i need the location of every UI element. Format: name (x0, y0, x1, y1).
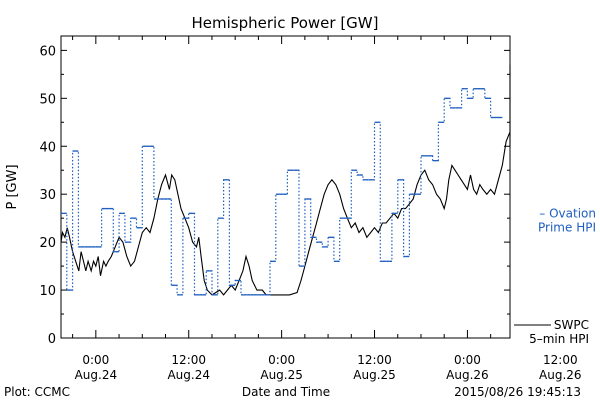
swpc-hpi-line (60, 64, 511, 296)
y-tick-label: 60 (39, 44, 56, 59)
y-axis: 0 10 20 30 40 50 60 (39, 44, 510, 347)
plot-frame (60, 35, 511, 339)
x-tick-label-time: 0:00 (82, 353, 109, 367)
x-axis: 0:00Aug.2412:00Aug.240:00Aug.2512:00Aug.… (72, 36, 582, 382)
x-tick-label-time: 0:00 (268, 353, 295, 367)
x-tick-label-date: Aug.25 (353, 368, 396, 382)
y-tick-label: 10 (39, 284, 56, 299)
swpc-label: SWPC (554, 318, 589, 332)
x-tick-label-time: 12:00 (171, 353, 206, 367)
y-tick-label: 30 (39, 188, 56, 203)
x-tick-label-date: Aug.26 (446, 368, 489, 382)
plot-timestamp: 2015/08/26 19:45:13 (454, 385, 581, 399)
x-tick-label-date: Aug.26 (539, 368, 582, 382)
chart-title: Hemispheric Power [GW] (192, 14, 379, 32)
x-tick-label-time: 12:00 (357, 353, 392, 367)
x-axis-label: Date and Time (242, 385, 330, 399)
x-tick-label-time: 12:00 (543, 353, 578, 367)
x-tick-label-date: Aug.24 (167, 368, 210, 382)
swpc-label: 5–min HPI (529, 332, 589, 346)
ovation-prime-label: Prime HPI (538, 220, 596, 234)
x-tick-label-time: 0:00 (454, 353, 481, 367)
series-layer (60, 64, 511, 296)
y-axis-label: P [GW] (5, 164, 20, 209)
plot-credit: Plot: CCMC (4, 385, 70, 399)
x-tick-label-date: Aug.25 (260, 368, 303, 382)
y-tick-label: 0 (48, 332, 56, 347)
y-tick-label: 20 (39, 236, 56, 251)
ovation-prime-label: – Ovation (539, 206, 596, 220)
y-tick-label: 50 (39, 92, 56, 107)
y-tick-label: 40 (39, 140, 56, 155)
x-tick-label-date: Aug.24 (75, 368, 118, 382)
